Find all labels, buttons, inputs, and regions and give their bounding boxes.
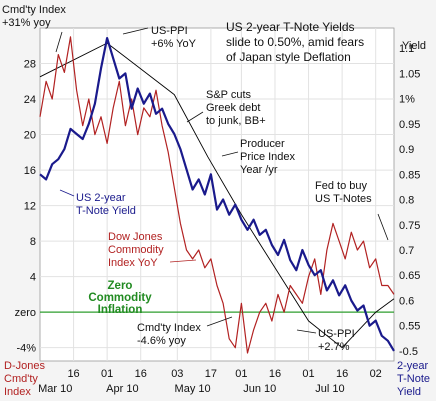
x-day-label: 16 [336,368,348,380]
annotation-ppi-label-line-0: Producer [240,138,285,150]
right-tick-label: 0.55 [399,321,420,333]
series-layer [39,36,395,354]
left-bottom-label-line-1: Cmd'ty [4,373,38,385]
annotation-sp-cuts-line-0: S&P cuts [206,89,252,101]
left-tick-label: 24 [24,94,36,106]
left-axis: 28 24 20 16 12 8 4 zero -4% [15,59,37,355]
right-tick-label: 0.6 [399,295,414,307]
left-tick-label: 8 [30,236,36,248]
annotation-dj-label-line-1: Commodity [108,244,164,256]
x-month-label: Jul 10 [315,383,344,395]
left-tick-label: 16 [24,165,36,177]
left-bottom-label-line-2: Index [4,386,31,398]
annotation-us-ppi-high-line-0: US-PPI [151,25,188,37]
x-month-label: Apr 10 [106,383,138,395]
right-tick-label: 0.7 [399,245,414,257]
left-tick-label: 12 [24,201,36,213]
annotation-us-ppi-low-line-1: +2.7% [318,341,350,353]
right-tick-label: 1.1 [399,43,414,55]
left-tick-label: 20 [24,130,36,142]
left-tick-label: -4% [16,343,36,355]
chart-title-line-0: US 2-year T-Note Yields [226,20,355,34]
x-day-label: 01 [302,368,314,380]
annotation-sp-cuts-pointer [186,111,204,123]
commodity-series-line [39,36,395,354]
annotation-dj-label-line-2: Index YoY [108,257,158,269]
x-day-label: 16 [269,368,281,380]
x-day-label: 16 [67,368,79,380]
annotation-yield-label-line-0: US 2-year [76,192,126,204]
annotation-ppi-label-line-1: Price Index [240,151,296,163]
right-bottom-label-line-1: T-Note [397,373,430,385]
zero-line-label-line-0: Zero [108,280,133,292]
right-tick-label: 0.9 [399,144,414,156]
chart-title-line-1: slide to 0.50%, amid fears [226,35,364,49]
right-tick-label: 1.05 [399,68,420,80]
right-tick-label: 0.85 [399,169,420,181]
right-tick-label: 0.75 [399,220,420,232]
left-bottom-label-line-0: D-Jones [4,360,45,372]
ppi-series-line [39,42,395,349]
annotation-cmdty-high-line-1: +31% yoy [2,17,51,29]
yield-series-line [39,36,395,352]
annotation-sp-cuts-line-2: to junk, BB+ [206,115,266,127]
x-month-label: Mar 10 [38,383,72,395]
annotation-fed-buy-pointer [377,213,389,241]
annotation-us-ppi-high-line-1: +6% YoY [151,38,197,50]
right-bottom-label-line-2: Yield [397,386,421,398]
annotation-cmdty-low-line-0: Cmd'ty Index [137,322,201,334]
annotation-sp-cuts-line-1: Greek debt [206,102,260,114]
annotation-yield-pointer [59,189,75,197]
annotation-us-ppi-low-pointer [296,329,317,334]
x-axis: 16 01 16 03 17 01 16 01 16 02 Mar 10 Apr 10 May 10 Ju… [4,360,430,398]
x-day-label: 02 [370,368,382,380]
right-tick-label: 0.95 [399,119,420,131]
left-tick-label: 28 [24,59,36,71]
x-day-label: 17 [205,368,217,380]
annotation-ppi-pointer [221,151,239,157]
annotation-fed-buy-line-0: Fed to buy [315,180,367,192]
x-day-label: 16 [135,368,147,380]
annotation-yield-label-line-1: T-Note Yield [76,205,136,217]
zero-line-label-line-2: Inflation [98,304,143,316]
right-tick-label: 1% [399,94,415,106]
annotation-fed-buy-line-1: US T-Notes [315,193,372,205]
annotation-us-ppi-low-line-0: US-PPI [318,328,355,340]
right-bottom-label-line-0: 2-year [397,360,429,372]
annotation-cmdty-low-pointer [206,316,233,327]
annotation-cmdty-high-line-0: Cmd'ty Index [2,4,66,16]
zero-line-label-line-1: Commodity [88,292,152,304]
annotation-cmdty-low-line-1: -4.6% yoy [137,335,186,347]
x-day-label: 03 [171,368,183,380]
right-tick-label: -0.5 [399,346,418,358]
chart-title-line-2: of Japan style Deflation [226,50,351,64]
x-month-label: May 10 [175,383,211,395]
annotation-dj-pointer [169,259,197,263]
right-axis-title: Yield [402,40,426,52]
right-tick-label: 0.8 [399,195,414,207]
annotation-us-ppi-high-pointer [122,27,149,35]
annotation-dj-label-line-0: Dow Jones [108,231,163,243]
annotation-cmdty-high-pointer [55,31,63,53]
left-tick-label: zero [15,307,36,319]
x-month-label: Jun 10 [243,383,276,395]
right-tick-label: 0.65 [399,270,420,282]
x-day-label: 01 [235,368,247,380]
annotation-ppi-label-line-2: Year /yr [240,164,278,176]
left-tick-label: 4 [30,272,36,284]
x-day-label: 01 [101,368,113,380]
